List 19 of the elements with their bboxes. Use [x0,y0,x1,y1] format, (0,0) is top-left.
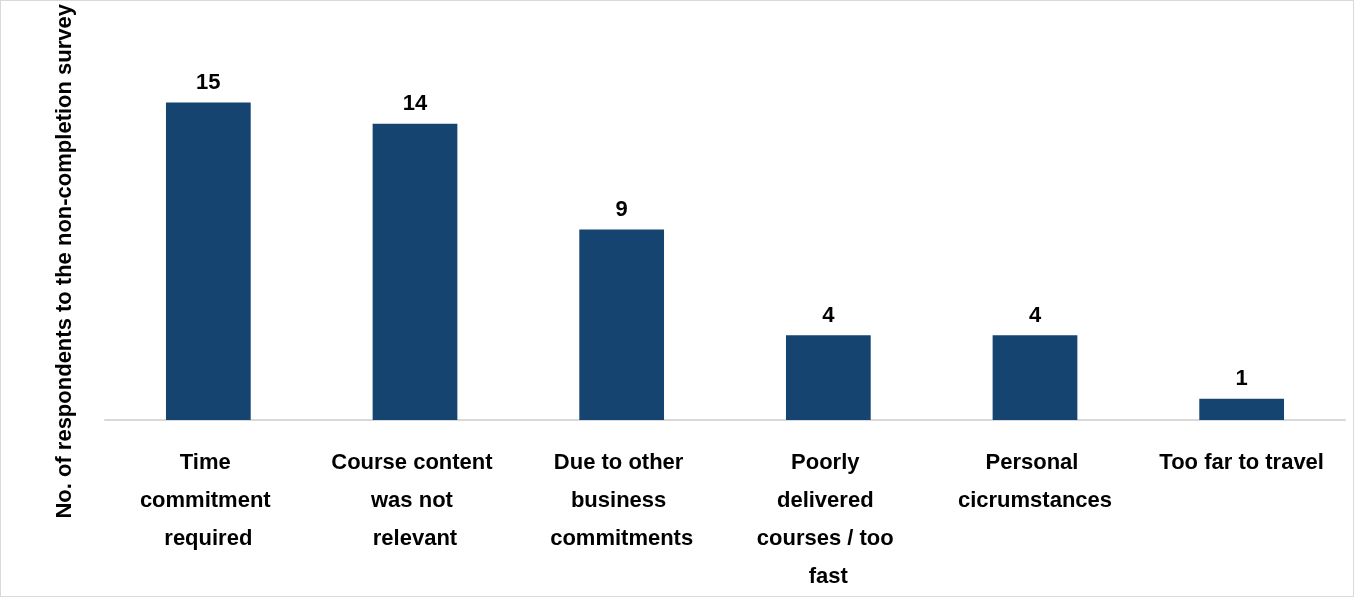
bar [785,335,871,420]
x-tick-label: Personal cicrumstances [957,448,1113,512]
data-label: 1 [1235,365,1248,391]
data-label: 14 [402,90,428,116]
x-tick-label: Poorly delivered courses / too fast [756,448,900,588]
bar [992,335,1078,420]
data-label: 9 [615,196,628,222]
y-axis-title: No. of respondents to the non-completion survey [50,3,76,519]
data-label: 4 [822,301,836,327]
x-tick-label: Time commitment required [139,448,277,550]
x-tick-label: Due to other business commitments [550,448,694,550]
x-tick-label: Course content was not relevant [331,448,499,550]
bar [1199,398,1285,420]
x-tick-label: Too far to travel [1159,448,1324,474]
bar [579,229,665,420]
bar [165,102,251,420]
data-label: 4 [1028,301,1042,327]
data-label: 15 [196,69,221,95]
bar [372,123,458,420]
